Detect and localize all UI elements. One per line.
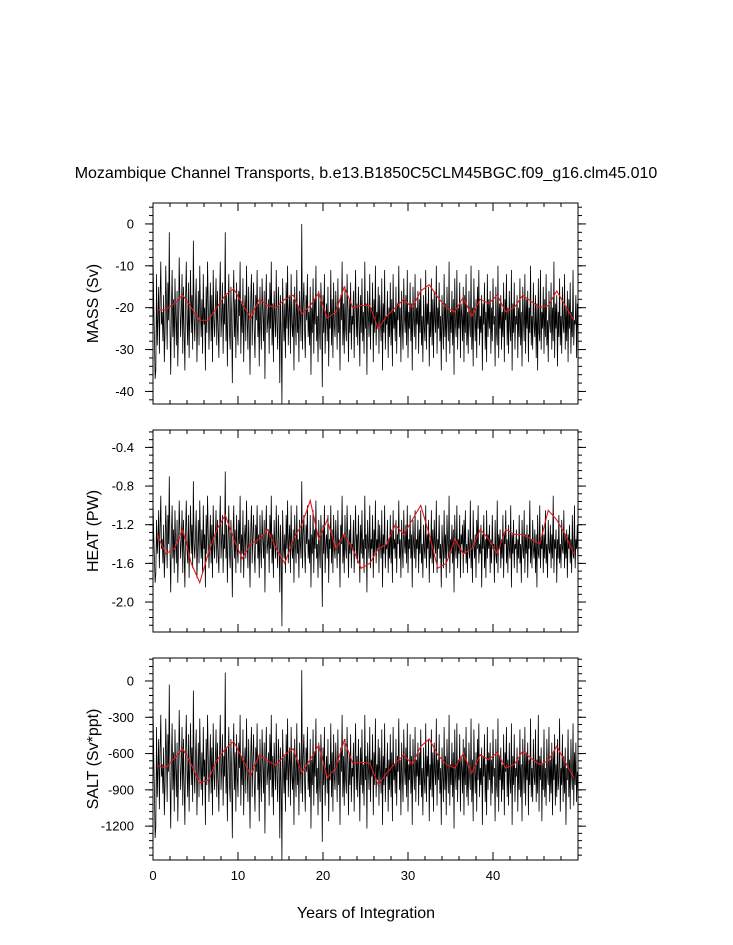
heat-y-tick-label: -1.2 bbox=[112, 517, 134, 532]
mass-y-tick-label: -20 bbox=[115, 300, 134, 315]
salt-y-axis-label: SALT (Sv*ppt) bbox=[85, 709, 102, 810]
heat-y-axis-label: HEAT (PW) bbox=[85, 490, 102, 572]
heat-annual-mean-series-line bbox=[156, 498, 575, 585]
x-tick-label: 10 bbox=[231, 868, 245, 883]
x-tick-label: 30 bbox=[401, 868, 415, 883]
heat-y-tick-label: -0.8 bbox=[112, 479, 134, 494]
salt-y-tick-label: -1200 bbox=[101, 819, 134, 834]
mass-monthly-series-line bbox=[153, 223, 578, 404]
panel-salt: 0 10 20 30 40 0 -300 -600 -900 -1200 SALT (Sv*ppt) bbox=[85, 657, 586, 883]
chart-title: Mozambique Channel Transports, b.e13.B18… bbox=[75, 165, 658, 182]
mass-y-axis-label: MASS (Sv) bbox=[85, 264, 102, 343]
salt-y-tick-label: -900 bbox=[108, 782, 134, 797]
x-tick-label: 40 bbox=[486, 868, 500, 883]
heat-y-tick-label: -0.4 bbox=[112, 440, 134, 455]
mass-annual-mean-series-line bbox=[157, 283, 575, 330]
heat-y-tick-label: -1.6 bbox=[112, 556, 134, 571]
salt-y-tick-label: -600 bbox=[108, 746, 134, 761]
panel-mass: 0 -10 -20 -30 -40 MASS (Sv) bbox=[85, 202, 586, 405]
x-tick-label: 0 bbox=[149, 868, 156, 883]
salt-y-tick-label: 0 bbox=[127, 673, 134, 688]
mass-y-tick-label: -30 bbox=[115, 342, 134, 357]
mass-y-tick-label: -10 bbox=[115, 258, 134, 273]
mass-y-tick-label: -40 bbox=[115, 384, 134, 399]
salt-monthly-series-line bbox=[153, 670, 578, 860]
heat-monthly-series-line bbox=[153, 471, 578, 627]
heat-plot-frame bbox=[152, 429, 579, 633]
panel-heat: -0.4 -0.8 -1.2 -1.6 -2.0 HEAT (PW) bbox=[85, 429, 586, 633]
salt-annual-mean-series-line bbox=[157, 738, 575, 787]
salt-y-tick-label: -300 bbox=[108, 710, 134, 725]
x-tick-label: 20 bbox=[316, 868, 330, 883]
mass-y-tick-label: 0 bbox=[127, 216, 134, 231]
heat-y-tick-label: -2.0 bbox=[112, 595, 134, 610]
x-axis-label: Years of Integration bbox=[297, 905, 435, 922]
